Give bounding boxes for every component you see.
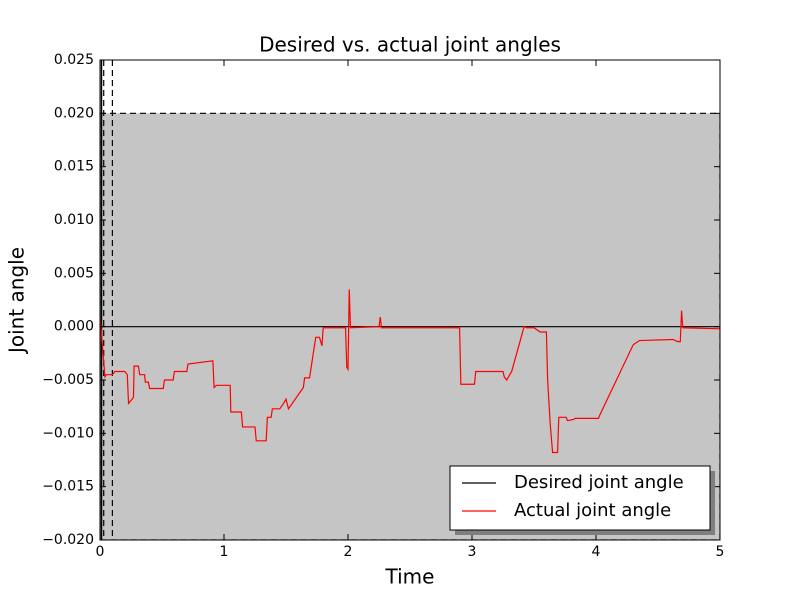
x-tick-label: 0 [96, 544, 105, 560]
legend-label: Actual joint angle [514, 500, 671, 521]
y-tick-label: 0.010 [54, 212, 94, 228]
y-tick-label: 0.000 [54, 319, 94, 335]
y-tick-label: 0.005 [54, 265, 94, 281]
x-tick-label: 1 [220, 544, 229, 560]
legend-box [449, 465, 711, 531]
y-axis-label: Joint angle [5, 247, 29, 355]
y-tick-label: −0.015 [42, 479, 94, 495]
plot-area [100, 60, 720, 540]
legend-label: Desired joint angle [514, 472, 684, 493]
axes-frame [99, 59, 721, 541]
y-tick-label: −0.020 [42, 532, 94, 548]
axes: 0 1 2 3 4 5 −0.020 −0.015 −0.010 −0.005 0.000 0.005… [42, 52, 724, 560]
x-tick-label: 5 [716, 544, 725, 560]
y-tick-label: 0.025 [54, 52, 94, 68]
y-tick-label: −0.005 [42, 372, 94, 388]
x-axis-label: Time [385, 565, 435, 589]
x-tick-label: 3 [468, 544, 477, 560]
x-tick-label: 4 [592, 544, 601, 560]
y-tick-label: 0.015 [54, 159, 94, 175]
legend: Desired joint angle Actual joint angle [449, 465, 715, 535]
x-tick-label: 2 [344, 544, 353, 560]
series-line [100, 289, 720, 454]
y-tick-label: −0.010 [42, 425, 94, 441]
chart-title: Desired vs. actual joint angles [259, 33, 561, 57]
y-tick-label: 0.020 [54, 105, 94, 121]
